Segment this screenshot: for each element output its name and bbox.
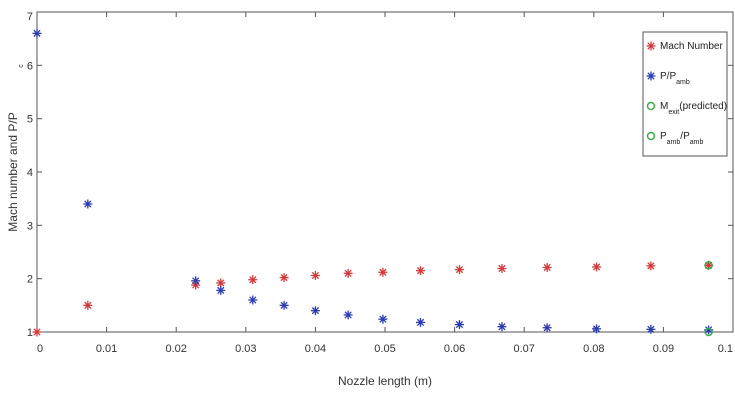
series-0-point xyxy=(279,273,289,283)
x-tick-label: 0.07 xyxy=(513,343,534,355)
series-0-point xyxy=(216,278,226,288)
y-axis-label-sub: c xyxy=(18,64,25,68)
series-0-point xyxy=(378,267,388,277)
legend-entry-3: Pamb/Pamb xyxy=(660,131,703,146)
y-tick-label: 2 xyxy=(27,274,33,286)
series-0-point xyxy=(83,300,93,310)
x-tick-label: 0.02 xyxy=(165,343,186,355)
x-tick-label: 0.03 xyxy=(235,343,256,355)
series-1-point xyxy=(310,306,320,316)
data-points xyxy=(32,28,714,337)
legend-marker-3 xyxy=(646,131,656,141)
legend-entry-1: P/Pamb xyxy=(660,71,690,86)
series-1-point xyxy=(497,322,507,332)
series-0-point xyxy=(542,262,552,272)
y-tick-label: 6 xyxy=(27,60,33,72)
series-1-point xyxy=(542,323,552,333)
legend-marker-0 xyxy=(646,41,656,51)
plot-area xyxy=(36,11,734,333)
series-0-point xyxy=(248,275,258,285)
legend-entry-2: Mexit(predicted) xyxy=(660,101,727,116)
x-tick-label: 0.1 xyxy=(718,343,733,355)
series-0-point xyxy=(646,261,656,271)
series-1-point xyxy=(378,314,388,324)
legend-box xyxy=(642,31,728,157)
tick-marks xyxy=(36,11,734,333)
series-1-point xyxy=(279,300,289,310)
series-0-point xyxy=(32,327,42,337)
series-1-point xyxy=(83,199,93,209)
x-tick-label: 0.05 xyxy=(374,343,395,355)
series-0-point xyxy=(310,270,320,280)
x-tick-label: 0 xyxy=(37,343,43,355)
series-3-point xyxy=(704,327,713,337)
y-tick-label: 4 xyxy=(27,167,33,179)
y-tick-label: 1 xyxy=(27,327,33,339)
legend-marker-1 xyxy=(646,71,656,81)
x-tick-labels: 0 0.01 0.02 0.03 0.04 0.05 0.06 0.07 0.08 0.09 0.1 xyxy=(37,343,733,355)
legend: Mach Number P/Pamb Mexit(predicted) Pamb/Pa… xyxy=(642,31,728,157)
series-1-point xyxy=(216,285,226,295)
y-tick-label: 5 xyxy=(27,114,33,126)
x-axis-label: Nozzle length (m) xyxy=(338,374,432,388)
series-1-point xyxy=(646,324,656,334)
series-0-point xyxy=(497,264,507,274)
x-tick-label: 0.08 xyxy=(583,343,604,355)
series-1-point xyxy=(343,310,353,320)
series-1-point xyxy=(592,324,602,334)
y-tick-label: 7 xyxy=(27,11,33,23)
series-0-point xyxy=(343,268,353,278)
legend-marker-2 xyxy=(646,101,656,111)
y-tick-label: 3 xyxy=(27,220,33,232)
series-0-point xyxy=(415,266,425,276)
x-tick-label: 0.06 xyxy=(444,343,465,355)
series-1-point xyxy=(248,295,258,305)
y-axis-label: Mach number and P/P xyxy=(6,112,20,231)
series-1-point xyxy=(32,28,42,38)
series-0-point xyxy=(454,265,464,275)
series-1-point xyxy=(454,320,464,330)
y-tick-labels: 1 2 3 4 5 6 7 xyxy=(27,11,33,339)
x-tick-label: 0.04 xyxy=(305,343,326,355)
series-0-point xyxy=(592,262,602,272)
x-tick-label: 0.09 xyxy=(653,343,674,355)
series-2-point xyxy=(704,261,713,270)
series-1-point xyxy=(415,317,425,327)
legend-entry-0: Mach Number xyxy=(660,41,723,52)
x-tick-label: 0.01 xyxy=(96,343,117,355)
series-1-point xyxy=(191,276,201,286)
